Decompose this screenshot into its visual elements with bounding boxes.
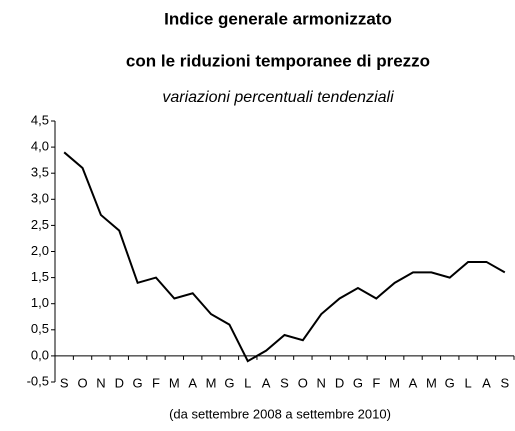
x-tick-label: S [500, 375, 509, 390]
x-tick-label: G [353, 375, 363, 390]
y-tick-label: 2,0 [31, 243, 49, 258]
x-tick-label: G [224, 375, 234, 390]
x-tick-label: D [115, 375, 124, 390]
x-tick-label: M [389, 375, 400, 390]
chart-subtitle: variazioni percentuali tendenziali [162, 89, 394, 106]
x-tick-label: A [409, 375, 418, 390]
x-tick-label: S [60, 375, 69, 390]
y-tick-label: -0,5 [27, 373, 49, 388]
y-tick-label: 1,0 [31, 295, 49, 310]
x-tick-label: L [464, 375, 471, 390]
y-tick-label: 2,5 [31, 217, 49, 232]
x-tick-label: L [244, 375, 251, 390]
y-tick-label: 3,0 [31, 191, 49, 206]
x-tick-label: A [262, 375, 271, 390]
footnote: (da settembre 2008 a settembre 2010) [169, 406, 391, 421]
y-tick-label: 1,5 [31, 269, 49, 284]
x-tick-label: O [77, 375, 87, 390]
data-line [63, 151, 506, 363]
x-tick-label: N [96, 375, 105, 390]
y-tick-label: 0,0 [31, 347, 49, 362]
y-tick-label: 4,5 [31, 112, 49, 127]
x-tick-label: A [482, 375, 491, 390]
chart-subtitle: con le riduzioni temporanee di prezzo [126, 51, 430, 70]
x-tick-label: G [133, 375, 143, 390]
x-tick-label: F [372, 375, 380, 390]
y-tick-label: 3,5 [31, 165, 49, 180]
x-tick-label: M [426, 375, 437, 390]
x-tick-label: O [298, 375, 308, 390]
x-tick-label: A [188, 375, 197, 390]
x-tick-label: F [152, 375, 160, 390]
x-tick-label: N [317, 375, 326, 390]
y-tick-label: 0,5 [31, 321, 49, 336]
y-tick-label: 4,0 [31, 139, 49, 154]
x-tick-label: S [280, 375, 289, 390]
x-tick-label: M [169, 375, 180, 390]
x-tick-label: D [335, 375, 344, 390]
chart-title: Indice generale armonizzato [164, 9, 392, 28]
x-tick-label: M [206, 375, 217, 390]
x-tick-label: G [445, 375, 455, 390]
